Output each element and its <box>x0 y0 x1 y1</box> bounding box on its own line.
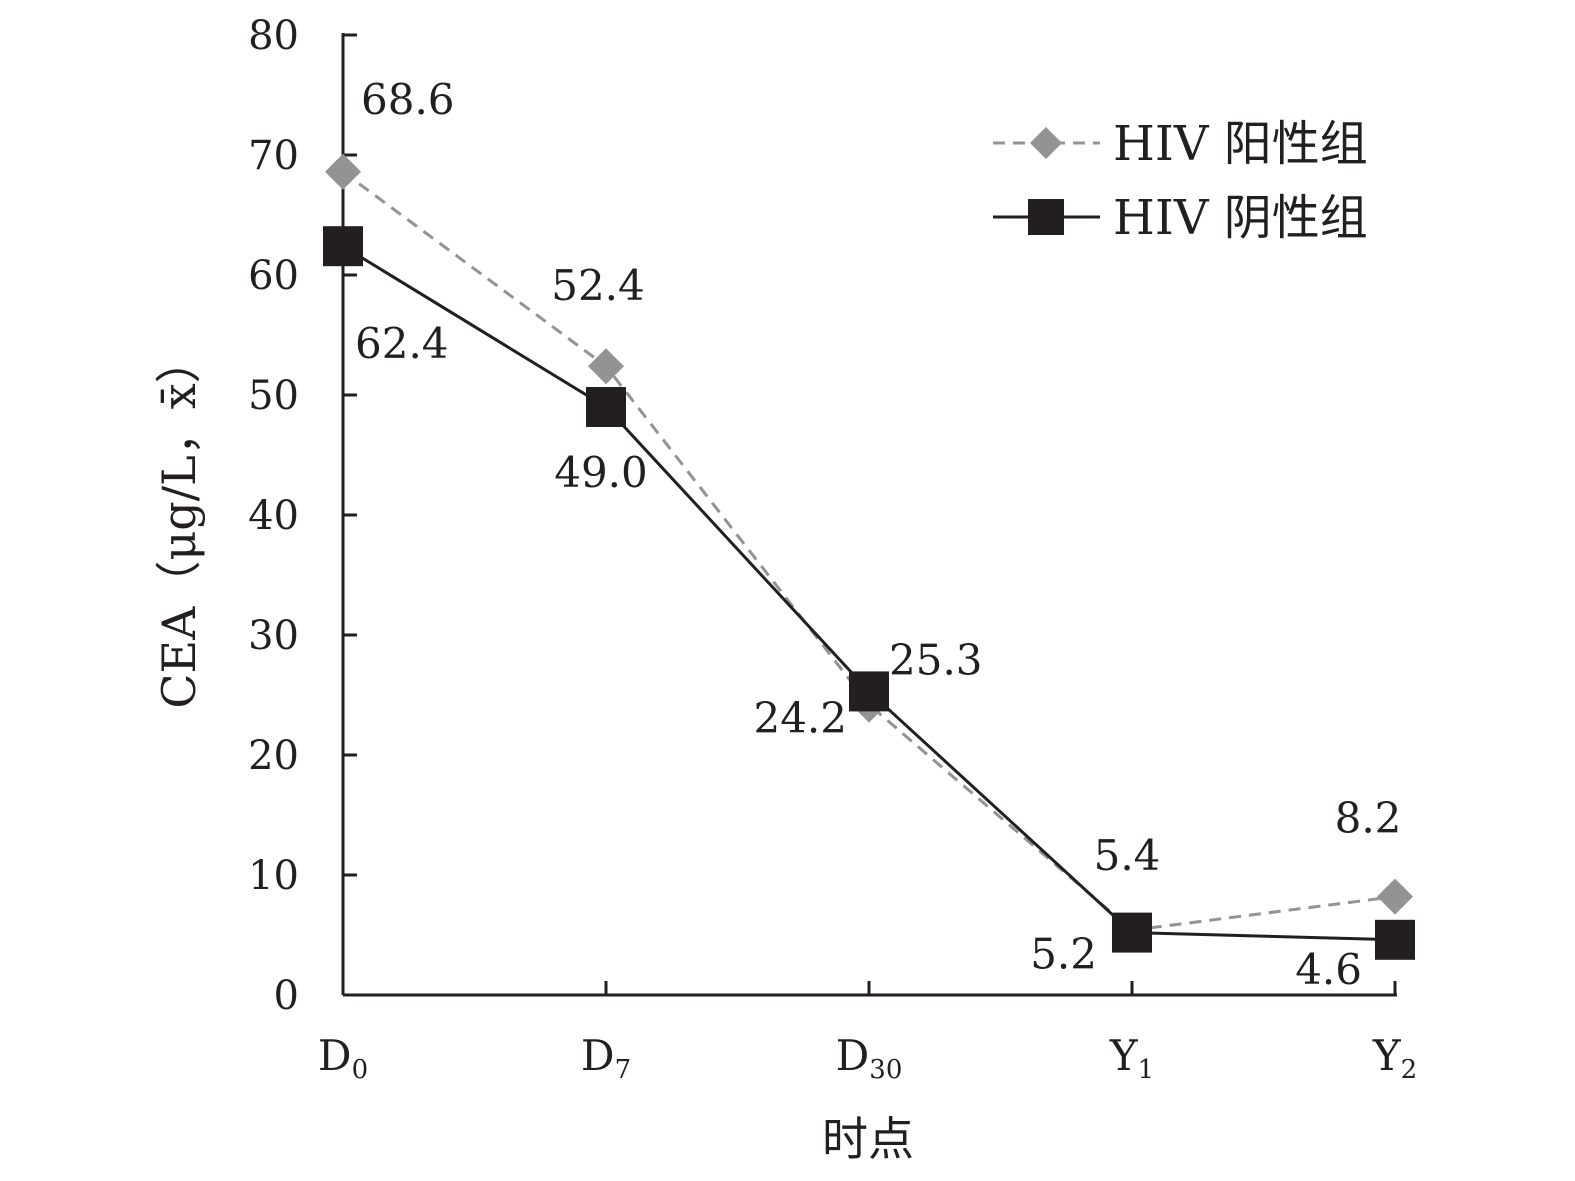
series-1-point <box>586 387 626 427</box>
data-label: 62.4 <box>355 319 449 368</box>
series-line-1 <box>342 244 1396 942</box>
x-tick-label: D30 <box>836 1031 903 1085</box>
data-label: 49.0 <box>554 448 648 497</box>
data-label: 5.2 <box>1030 930 1097 979</box>
data-label: 52.4 <box>551 261 645 310</box>
x-tick-label: Y2 <box>1372 1031 1417 1085</box>
data-label: 5.4 <box>1094 831 1161 880</box>
y-tick-label: 20 <box>248 733 299 779</box>
series-1-point <box>1112 912 1152 953</box>
x-tick-label: D0 <box>318 1031 368 1085</box>
series-1-point <box>1375 919 1415 960</box>
data-label: 25.3 <box>889 635 983 684</box>
series-0-point <box>1377 878 1413 915</box>
series-1-point <box>849 671 889 712</box>
data-label: 24.2 <box>753 694 847 743</box>
x-axis-title: 时点 <box>822 1112 914 1166</box>
series-line-0 <box>342 170 1396 932</box>
y-tick-label: 70 <box>248 133 299 179</box>
series-layer <box>323 153 1415 960</box>
series-1-point <box>323 226 363 267</box>
y-tick-label: 80 <box>248 13 299 59</box>
legend-label: HIV 阴性组 <box>1113 190 1368 246</box>
y-tick-label: 60 <box>248 253 299 299</box>
data-label: 68.6 <box>361 75 455 124</box>
legend-marker <box>1028 199 1064 235</box>
x-tick-label: D7 <box>581 1031 631 1085</box>
y-tick-label: 30 <box>248 613 299 659</box>
y-tick-label: 40 <box>248 493 299 539</box>
legend-label: HIV 阳性组 <box>1113 116 1368 172</box>
y-tick-label: 50 <box>248 373 299 419</box>
legend: HIV 阳性组 HIV 阴性组 <box>993 116 1368 246</box>
y-tick-label: 10 <box>248 853 299 899</box>
data-labels: 68.6 52.4 24.2 5.4 8.2 62.4 49.0 25.3 5.2 4.6 <box>355 75 1401 994</box>
data-label: 8.2 <box>1335 794 1402 843</box>
data-label: 4.6 <box>1295 945 1362 994</box>
legend-marker <box>1030 127 1062 159</box>
axes: 0 10 20 30 40 50 60 70 80 D0 D7 D30 Y1 Y2 <box>248 13 1417 1085</box>
series-0-point <box>588 348 624 385</box>
y-axis-title: CEA（μg/L，x̄） <box>152 337 206 708</box>
y-tick-label: 0 <box>274 973 299 1019</box>
series-0-point <box>325 153 361 190</box>
x-tick-label: Y1 <box>1109 1031 1154 1085</box>
